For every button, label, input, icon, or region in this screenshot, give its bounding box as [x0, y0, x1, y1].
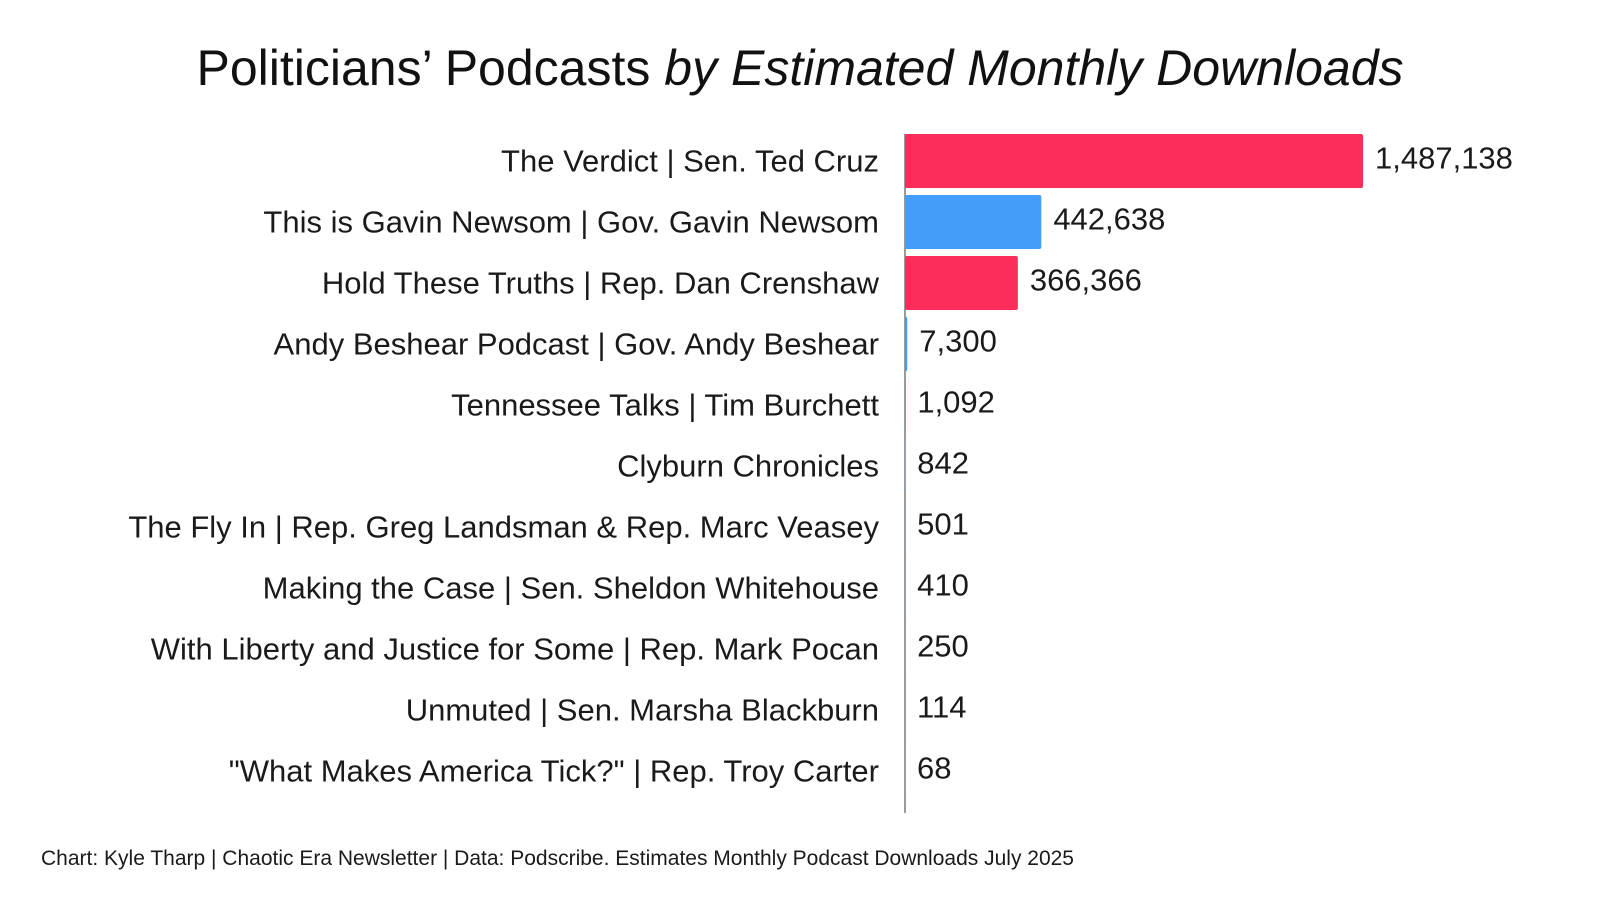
category-label-6: The Fly In | Rep. Greg Landsman & Rep. M…	[128, 510, 879, 545]
category-label-9: Unmuted | Sen. Marsha Blackburn	[406, 693, 879, 728]
category-label-7: Making the Case | Sen. Sheldon Whitehous…	[263, 571, 879, 606]
category-label-8: With Liberty and Justice for Some | Rep.…	[151, 632, 879, 667]
bar-3	[905, 317, 908, 371]
category-label-2: Hold These Truths | Rep. Dan Crenshaw	[322, 266, 880, 301]
value-label-2: 366,366	[1030, 263, 1142, 298]
value-label-10: 68	[917, 751, 951, 786]
chart-source-footer: Chart: Kyle Tharp | Chaotic Era Newslett…	[41, 847, 1074, 870]
value-label-4: 1,092	[917, 385, 995, 420]
value-label-7: 410	[917, 568, 969, 603]
value-label-9: 114	[917, 690, 966, 725]
value-label-1: 442,638	[1053, 202, 1165, 237]
bar-0	[905, 134, 1363, 188]
value-label-5: 842	[917, 446, 969, 481]
category-label-0: The Verdict | Sen. Ted Cruz	[501, 144, 879, 179]
bar-2	[905, 256, 1018, 310]
category-label-1: This is Gavin Newsom | Gov. Gavin Newsom	[263, 205, 879, 240]
chart-title: Politicians’ Podcasts by Estimated Month…	[0, 38, 1600, 98]
category-label-3: Andy Beshear Podcast | Gov. Andy Beshear	[274, 327, 879, 362]
value-label-3: 7,300	[919, 324, 997, 359]
category-label-4: Tennessee Talks | Tim Burchett	[451, 388, 879, 423]
category-label-5: Clyburn Chronicles	[617, 449, 879, 484]
bar-1	[905, 195, 1042, 249]
value-label-0: 1,487,138	[1375, 141, 1513, 176]
category-label-10: "What Makes America Tick?" | Rep. Troy C…	[229, 754, 879, 789]
chart-title-main: Politicians’ Podcasts	[196, 40, 651, 96]
chart-title-italic: by Estimated Monthly Downloads	[664, 40, 1404, 96]
value-label-8: 250	[917, 629, 969, 664]
value-label-6: 501	[917, 507, 969, 542]
